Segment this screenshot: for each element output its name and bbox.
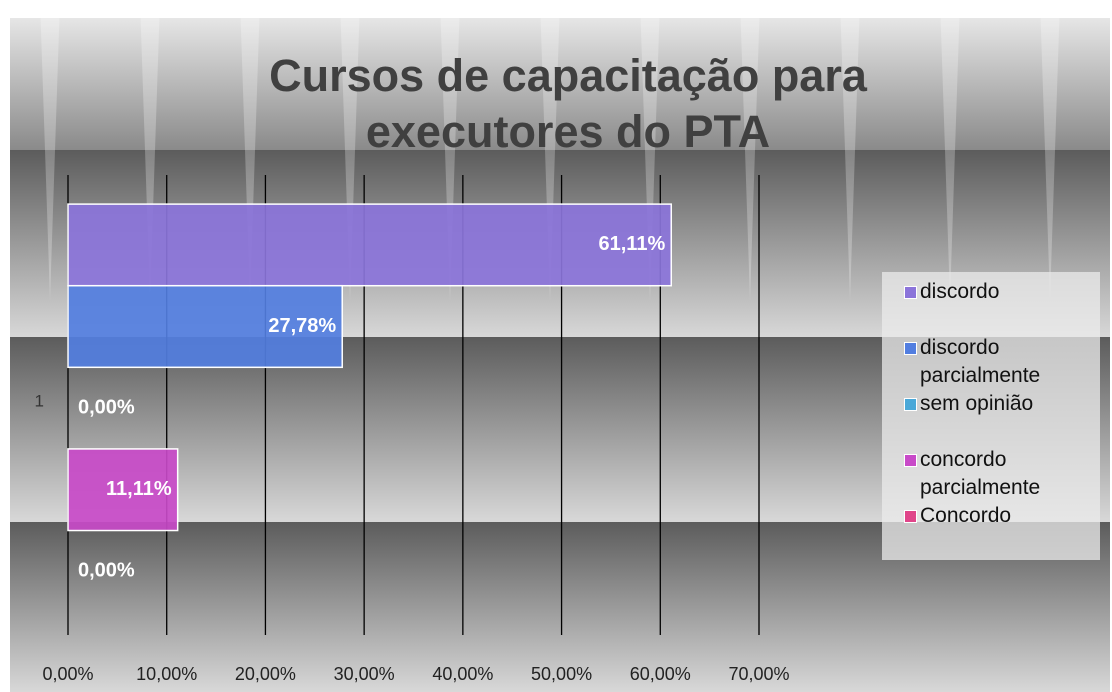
- x-tick-label: 70,00%: [728, 664, 789, 684]
- bar: [67, 284, 343, 369]
- legend-item: discordo parcialmente: [904, 334, 1100, 390]
- legend-item: discordo: [904, 278, 1100, 306]
- x-tick-label: 60,00%: [630, 664, 691, 684]
- data-label: 0,00%: [78, 396, 135, 418]
- legend-swatch: [904, 398, 917, 411]
- x-tick-label: 10,00%: [136, 664, 197, 684]
- legend-label: discordo parcialmente: [920, 336, 1041, 387]
- data-label: 27,78%: [268, 315, 336, 337]
- legend-swatch: [904, 510, 917, 523]
- legend-label: concordo parcialmente: [920, 448, 1041, 499]
- chart-title: Cursos de capacitação para executores do…: [269, 50, 867, 157]
- x-tick-label: 40,00%: [432, 664, 493, 684]
- x-tick-label: 0,00%: [42, 664, 93, 684]
- legend: discordo discordo parcialmente sem opinião…: [882, 272, 1100, 560]
- data-label: 61,11%: [599, 233, 666, 255]
- legend-item: concordo parcialmente: [904, 446, 1100, 502]
- bar: [67, 203, 672, 287]
- legend-label: sem opinião: [920, 392, 1034, 415]
- legend-swatch: [904, 454, 917, 467]
- data-label: 0,00%: [78, 560, 135, 582]
- bar: [67, 448, 179, 532]
- x-tick-label: 50,00%: [531, 664, 592, 684]
- data-label: 11,11%: [106, 478, 172, 500]
- legend-label: Concordo: [920, 504, 1012, 527]
- legend-item: Concordo: [904, 502, 1100, 530]
- legend-swatch: [904, 286, 917, 299]
- x-tick-label: 30,00%: [334, 664, 395, 684]
- y-tick-label: 1: [35, 391, 44, 410]
- legend-label: discordo: [920, 280, 1000, 303]
- legend-swatch: [904, 342, 917, 355]
- legend-item: sem opinião: [904, 390, 1100, 418]
- x-tick-label: 20,00%: [235, 664, 296, 684]
